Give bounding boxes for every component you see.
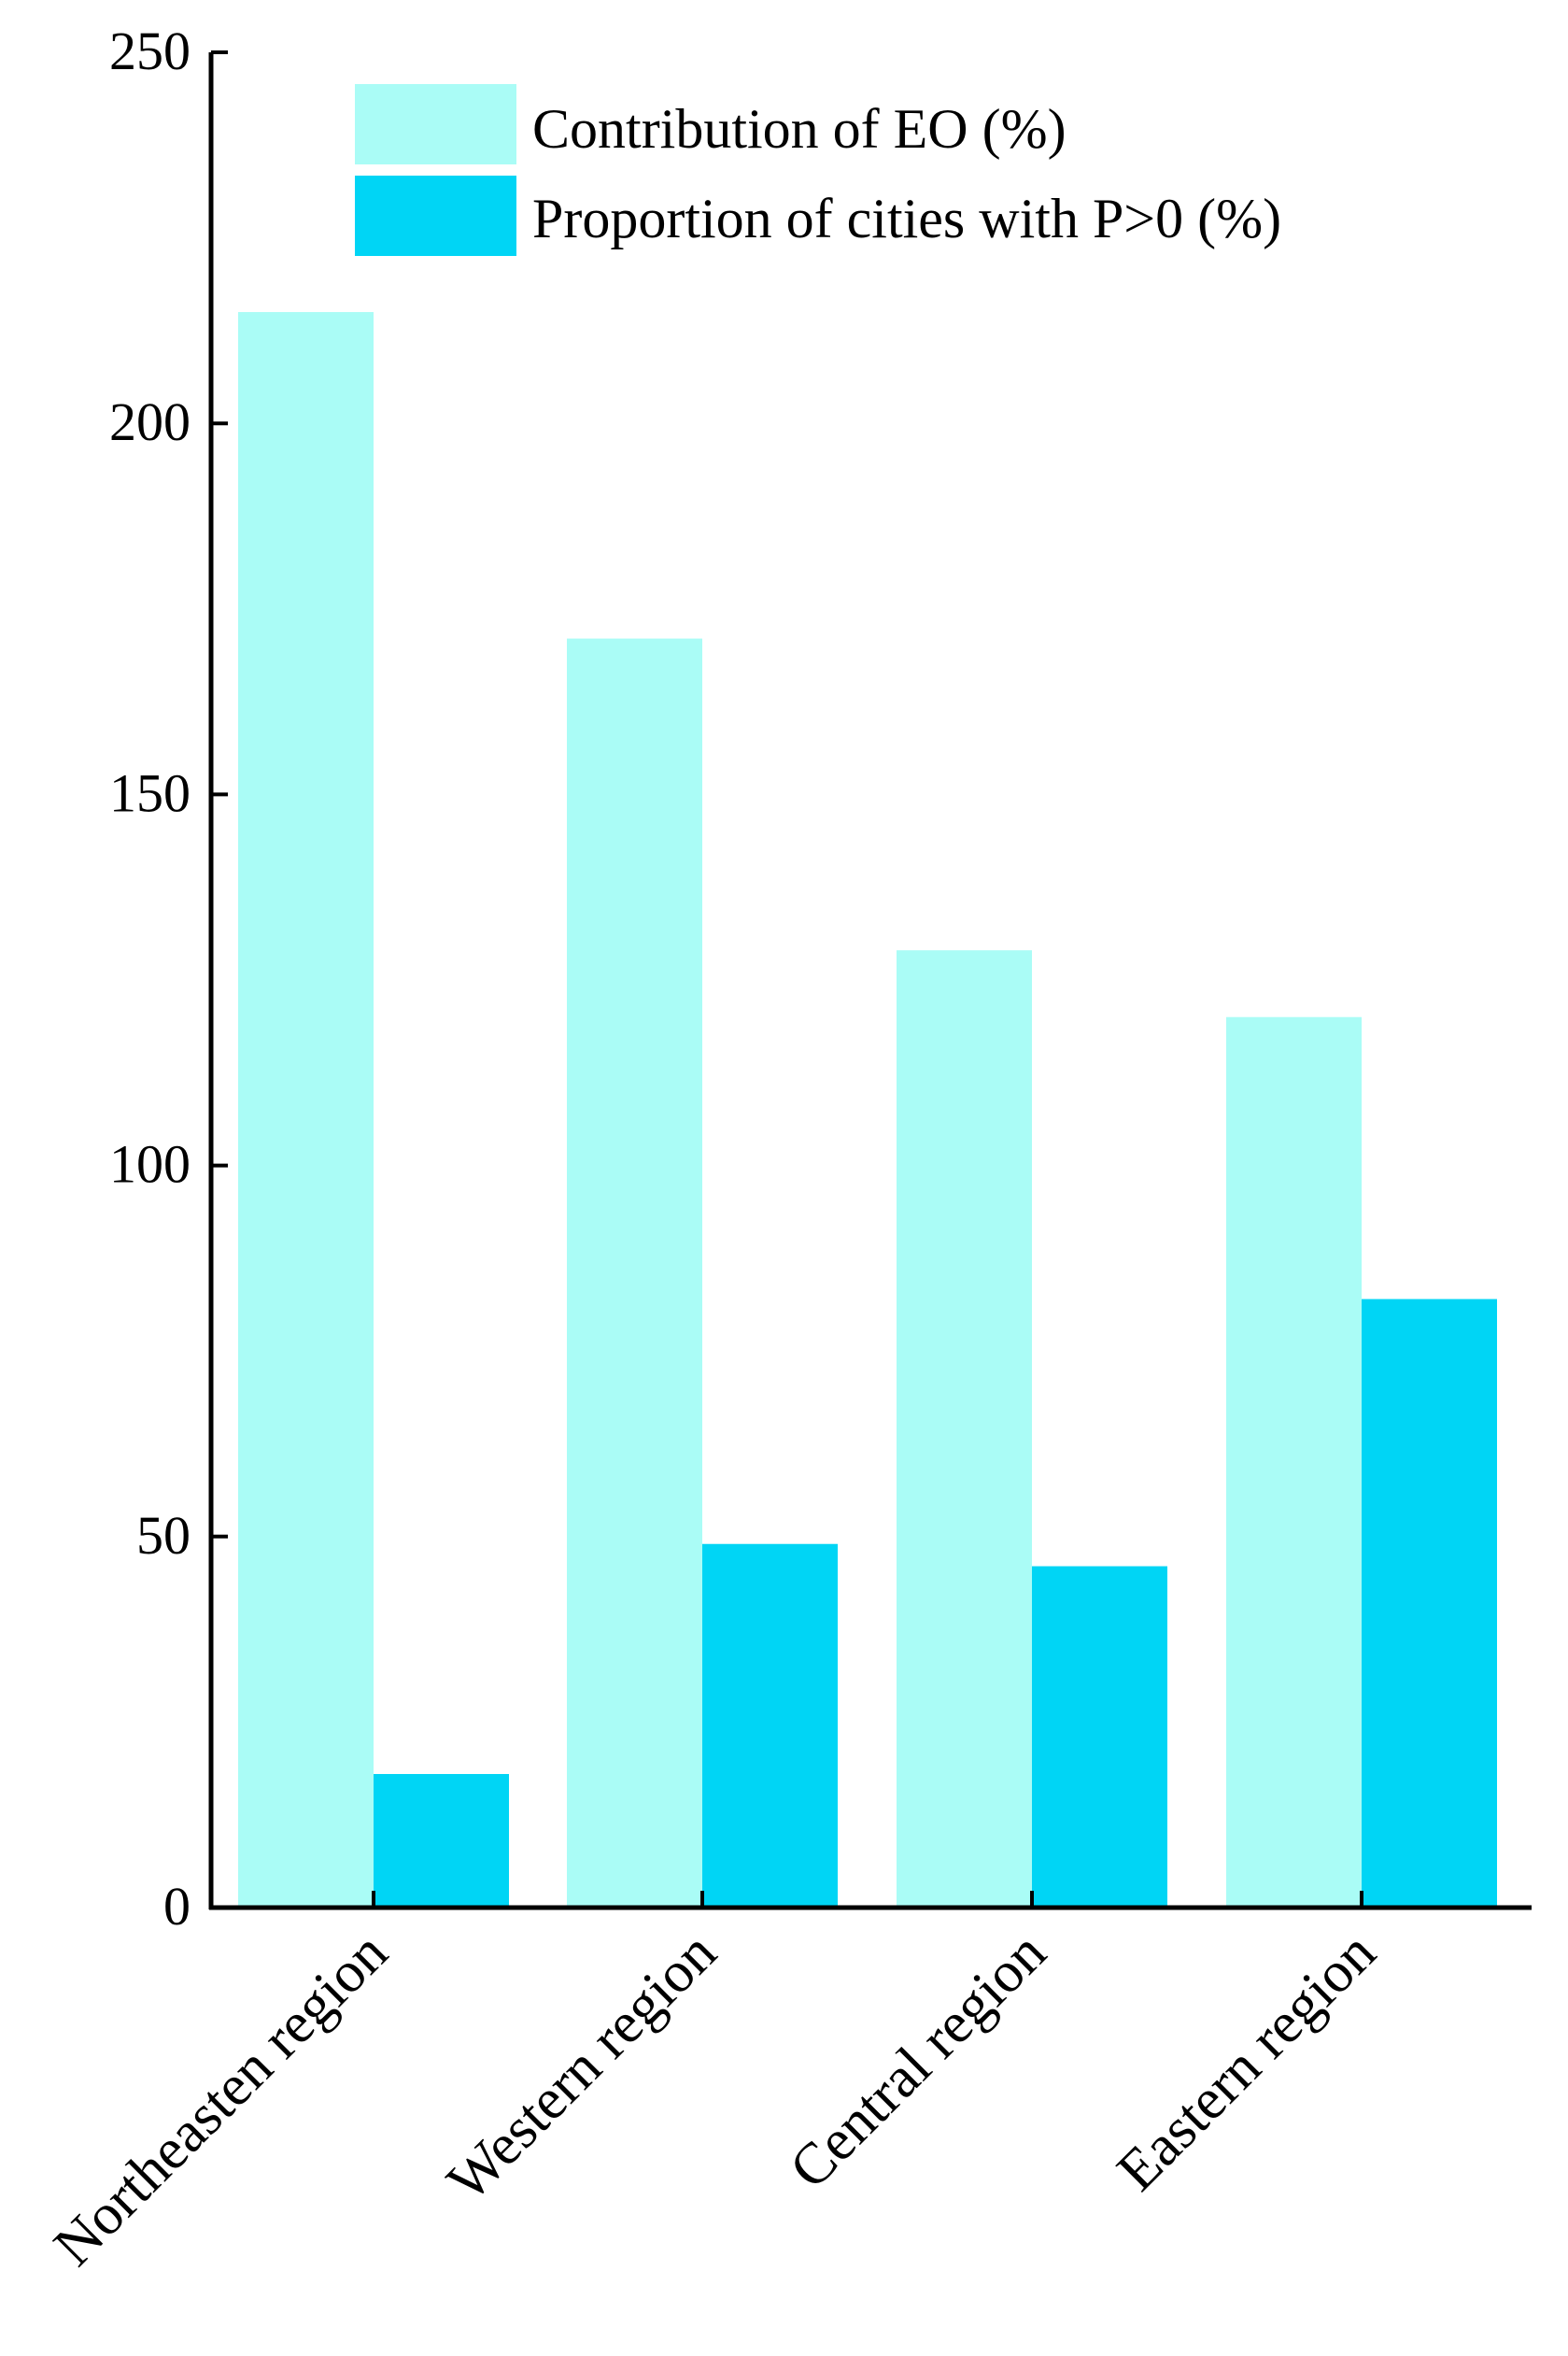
y-ticks: 0 50 100 150 200 250 bbox=[109, 21, 228, 1937]
legend-swatch-proportion-cities bbox=[355, 176, 516, 256]
bar-contribution-eo-2 bbox=[567, 638, 702, 1909]
y-tick-label-50: 50 bbox=[136, 1505, 191, 1566]
legend-label-proportion-cities: Proportion of cities with P>0 (%) bbox=[532, 188, 1281, 249]
bar-proportion-cities-4 bbox=[1362, 1299, 1497, 1908]
y-tick-label-0: 0 bbox=[163, 1876, 191, 1937]
bar-proportion-cities-1 bbox=[374, 1774, 509, 1908]
y-tick-label-100: 100 bbox=[109, 1134, 191, 1195]
x-category-label-4: Eastern region bbox=[1105, 1921, 1388, 2204]
bar-contribution-eo-1 bbox=[238, 312, 374, 1908]
legend: Contribution of EO (%) Proportion of citi… bbox=[355, 84, 1281, 256]
x-category-label-1: Northeasten region bbox=[42, 1921, 400, 2278]
bar-proportion-cities-3 bbox=[1032, 1566, 1167, 1908]
y-tick-label-150: 150 bbox=[109, 762, 191, 823]
x-category-label-3: Central region bbox=[778, 1921, 1058, 2201]
bar-contribution-eo-3 bbox=[897, 950, 1032, 1908]
axes-layer bbox=[208, 52, 1532, 1910]
x-category-labels: Northeasten region Western region Central … bbox=[42, 1891, 1388, 2278]
bar-contribution-eo-4 bbox=[1226, 1016, 1362, 1908]
legend-swatch-contribution-eo bbox=[355, 84, 516, 164]
y-tick-label-250: 250 bbox=[109, 21, 191, 81]
y-tick-label-200: 200 bbox=[109, 391, 191, 452]
bar-proportion-cities-2 bbox=[702, 1543, 838, 1908]
bars-layer bbox=[238, 312, 1497, 1909]
legend-label-contribution-eo: Contribution of EO (%) bbox=[532, 98, 1067, 160]
x-category-label-2: Western region bbox=[435, 1921, 728, 2214]
